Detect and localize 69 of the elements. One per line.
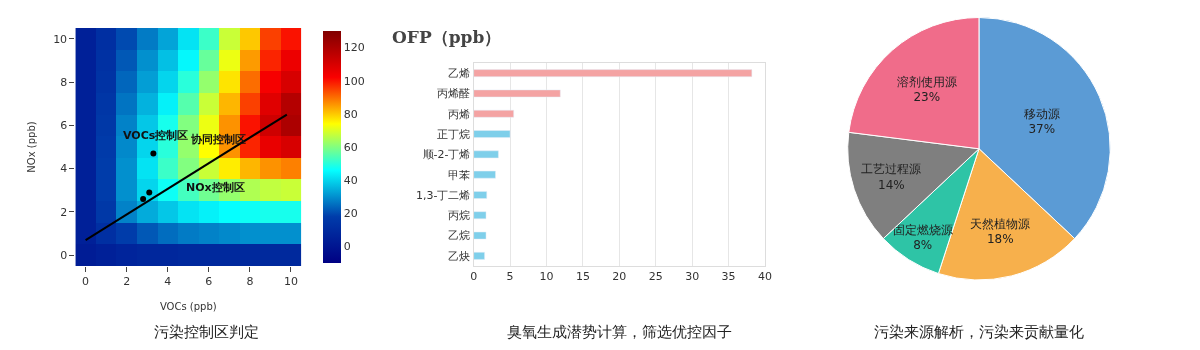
bar (473, 211, 487, 220)
bar (473, 191, 488, 199)
color-bar-label: 20 (343, 207, 358, 221)
y-axis-title: NOx (ppb) (26, 121, 38, 173)
bar (473, 150, 499, 159)
bar (473, 170, 496, 179)
color-bar-label: 80 (343, 107, 358, 121)
y-tick-label: 正丁烷 (437, 127, 471, 141)
x-tick-label: 4 (164, 275, 172, 289)
color-bar-label: 60 (343, 140, 358, 154)
point (146, 189, 153, 196)
point (150, 150, 157, 157)
y-tick-label: 丙烯醛 (437, 87, 471, 101)
slice-label: 固定燃烧源 (892, 222, 953, 237)
y-tick-label: 6 (60, 119, 68, 133)
y-tick-label: 10 (53, 32, 68, 46)
annotation: VOCs控制区 (123, 129, 189, 142)
x-tick-label: 25 (648, 270, 663, 284)
x-tick-label: 30 (685, 270, 700, 284)
color-bar-label: 0 (343, 240, 351, 254)
bar (473, 252, 485, 260)
y-tick-label: 乙烷 (448, 229, 471, 243)
text: 臭氧生成潜势计算，筛选优控因子 (507, 323, 732, 341)
x-tick-label: 8 (246, 275, 254, 289)
x-axis-title: VOCs (ppb) (159, 300, 217, 312)
data-label: 8% (913, 238, 933, 253)
x-tick-label: 5 (506, 270, 514, 284)
annotation: NOx控制区 (186, 181, 245, 194)
text: 污染来源解析，污染来贡献量化 (874, 323, 1084, 341)
y-tick-label: 丙烯 (448, 107, 471, 121)
x-tick-label: 10 (283, 275, 298, 289)
color-bar-label: 120 (343, 41, 365, 55)
text: 污染控制区判定 (154, 323, 259, 341)
slice-label: 溶剂使用源 (896, 74, 957, 89)
bar (473, 69, 753, 77)
y-tick-label: 顺-2-丁烯 (422, 148, 471, 162)
y-tick-label: 甲苯 (448, 168, 471, 182)
data-label: 37% (1028, 122, 1056, 137)
bar (473, 231, 487, 240)
chart-title: OFP（ppb） (392, 27, 502, 47)
y-tick-label: 乙炔 (448, 249, 471, 263)
data-label: 23% (913, 90, 941, 105)
x-tick-label: 35 (721, 270, 736, 284)
y-tick-label: 丙烷 (448, 209, 471, 223)
color-bar-label: 100 (343, 74, 365, 88)
x-tick-label: 2 (123, 275, 131, 289)
bar (473, 109, 514, 118)
x-tick-label: 40 (757, 270, 772, 284)
x-tick-label: 15 (575, 270, 590, 284)
y-tick-label: 1,3-丁二烯 (415, 188, 471, 202)
data-label: 18% (986, 232, 1014, 247)
point (140, 195, 147, 202)
annotation: 协同控制区 (190, 133, 246, 146)
x-tick-label: 20 (612, 270, 627, 284)
y-tick-label: 2 (60, 205, 68, 219)
y-tick-label: 4 (60, 162, 68, 176)
y-tick-label: 8 (60, 75, 68, 89)
x-tick-label: 0 (82, 275, 90, 289)
bar (473, 130, 511, 138)
slice-label: 移动源 (1023, 106, 1060, 121)
y-tick-label: 0 (60, 249, 68, 263)
bar (473, 89, 561, 98)
x-tick-label: 10 (539, 270, 554, 284)
data-label: 14% (878, 178, 905, 192)
x-tick-label: 6 (205, 275, 213, 289)
y-tick-label: 乙烯 (448, 67, 471, 80)
slice-label: 工艺过程源 (861, 162, 922, 177)
color-bar-label: 40 (343, 173, 358, 187)
slice-label: 天然植物源 (970, 216, 1031, 231)
